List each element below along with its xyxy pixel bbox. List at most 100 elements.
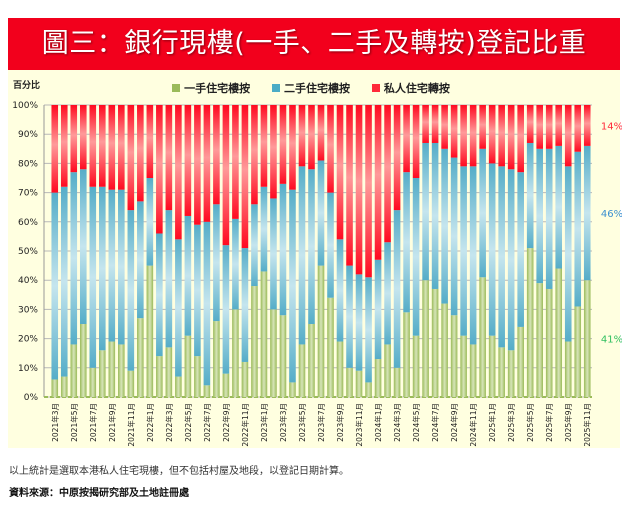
bar-refinance (203, 105, 211, 222)
bar-second-hand (127, 210, 135, 371)
bar-first-hand (555, 268, 563, 397)
y-tick-label: 20% (18, 335, 38, 345)
bar-second-hand (422, 142, 429, 281)
bar-refinance (498, 105, 505, 167)
y-tick-label: 90% (18, 130, 38, 140)
x-tick-label: 2022年9月 (221, 403, 231, 442)
bar-first-hand (498, 347, 505, 397)
bar-first-hand (460, 335, 467, 397)
source-note: 資料來源：中原按揭研究部及土地註冊處 (9, 488, 189, 499)
bar-refinance (298, 105, 306, 167)
y-tick-label: 40% (18, 276, 38, 286)
bar-first-hand (251, 286, 258, 397)
bar-second-hand (251, 204, 258, 287)
bar-refinance (98, 105, 106, 187)
x-tick-label: 2025年11月 (582, 403, 592, 447)
x-tick-label: 2023年1月 (259, 403, 269, 442)
bar-refinance (165, 105, 173, 211)
bar-refinance (422, 105, 429, 143)
x-tick-label: 2025年5月 (525, 403, 535, 442)
bar-first-hand (327, 297, 334, 397)
bar-second-hand (308, 169, 315, 324)
x-tick-label: 2025年3月 (506, 403, 516, 442)
bar-second-hand (165, 210, 173, 348)
bar-second-hand (279, 183, 287, 316)
x-tick-label: 2024年11月 (468, 403, 478, 447)
bar-second-hand (460, 166, 467, 336)
bar-first-hand (365, 382, 372, 397)
y-tick-label: 50% (18, 247, 38, 257)
x-tick-label: 2022年5月 (183, 403, 193, 442)
end-value-label: 41% (601, 335, 622, 346)
x-tick-label: 2021年7月 (88, 403, 98, 442)
bar-second-hand (355, 274, 363, 371)
bar-second-hand (536, 148, 544, 284)
x-tick-label: 2022年7月 (202, 403, 212, 442)
bar-first-hand (98, 350, 106, 397)
bar-first-hand (488, 335, 496, 397)
bar-refinance (175, 105, 182, 240)
bar-refinance (108, 105, 116, 190)
bar-refinance (517, 105, 524, 173)
bar-second-hand (270, 198, 277, 310)
bar-refinance (184, 105, 192, 216)
bar-refinance (251, 105, 258, 205)
bar-first-hand (118, 344, 125, 397)
bar-second-hand (441, 148, 448, 304)
bar-second-hand (79, 169, 87, 324)
bar-second-hand (203, 221, 211, 386)
x-tick-label: 2024年7月 (430, 403, 440, 442)
bar-first-hand (213, 321, 220, 397)
bar-refinance (89, 105, 97, 187)
bar-first-hand (412, 335, 420, 397)
bar-first-hand (479, 277, 486, 397)
bar-first-hand (564, 341, 572, 397)
bar-first-hand (450, 315, 458, 397)
bar-refinance (213, 105, 220, 205)
x-tick-label: 2021年11月 (126, 403, 136, 447)
bar-second-hand (384, 242, 391, 345)
bar-refinance (450, 105, 458, 158)
bar-second-hand (232, 218, 239, 310)
bar-refinance (279, 105, 287, 184)
y-tick-label: 100% (12, 101, 38, 111)
bar-first-hand (298, 344, 306, 397)
bar-refinance (536, 105, 544, 149)
x-tick-label: 2023年7月 (316, 403, 326, 442)
y-axis-label: 百分比 (13, 81, 41, 91)
legend-item-second-hand: 二手住宅樓按 (272, 82, 350, 95)
bar-second-hand (98, 186, 106, 351)
bar-first-hand (232, 309, 239, 397)
bar-first-hand (526, 248, 534, 397)
bar-second-hand (365, 277, 372, 383)
bar-refinance (374, 105, 382, 260)
x-tick-label: 2024年5月 (411, 403, 421, 442)
bar-second-hand (336, 239, 344, 342)
bar-second-hand (51, 192, 59, 380)
bar-first-hand (355, 370, 363, 397)
end-value-label: 46% (601, 209, 622, 220)
legend-swatch-blue (272, 84, 280, 92)
bar-first-hand (70, 344, 78, 397)
x-tick-label: 2021年5月 (69, 403, 79, 442)
y-tick-label: 0% (24, 393, 39, 403)
bar-refinance (488, 105, 496, 164)
bar-refinance (431, 105, 439, 143)
x-tick-label: 2024年3月 (392, 403, 402, 442)
bar-first-hand (60, 376, 68, 397)
bar-refinance (146, 105, 154, 178)
bar-refinance (555, 105, 563, 146)
x-tick-label: 2023年11月 (354, 403, 364, 447)
x-tick-label: 2021年9月 (107, 403, 117, 442)
legend-swatch-green (172, 84, 181, 92)
bar-first-hand (194, 356, 201, 397)
bar-first-hand (583, 280, 591, 397)
bar-second-hand (583, 145, 591, 281)
bar-second-hand (241, 248, 249, 362)
bar-refinance (232, 105, 239, 219)
bar-second-hand (146, 178, 154, 266)
bar-refinance (289, 105, 296, 190)
stacked-bar-chart: 0% 10% 20% 30% 40% 50% 60% 70% 80% 90% 100% 2021年3月… (12, 101, 622, 447)
bar-refinance (412, 105, 420, 178)
bar-refinance (507, 105, 515, 170)
